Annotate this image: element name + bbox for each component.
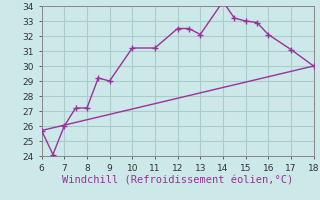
- X-axis label: Windchill (Refroidissement éolien,°C): Windchill (Refroidissement éolien,°C): [62, 175, 293, 185]
